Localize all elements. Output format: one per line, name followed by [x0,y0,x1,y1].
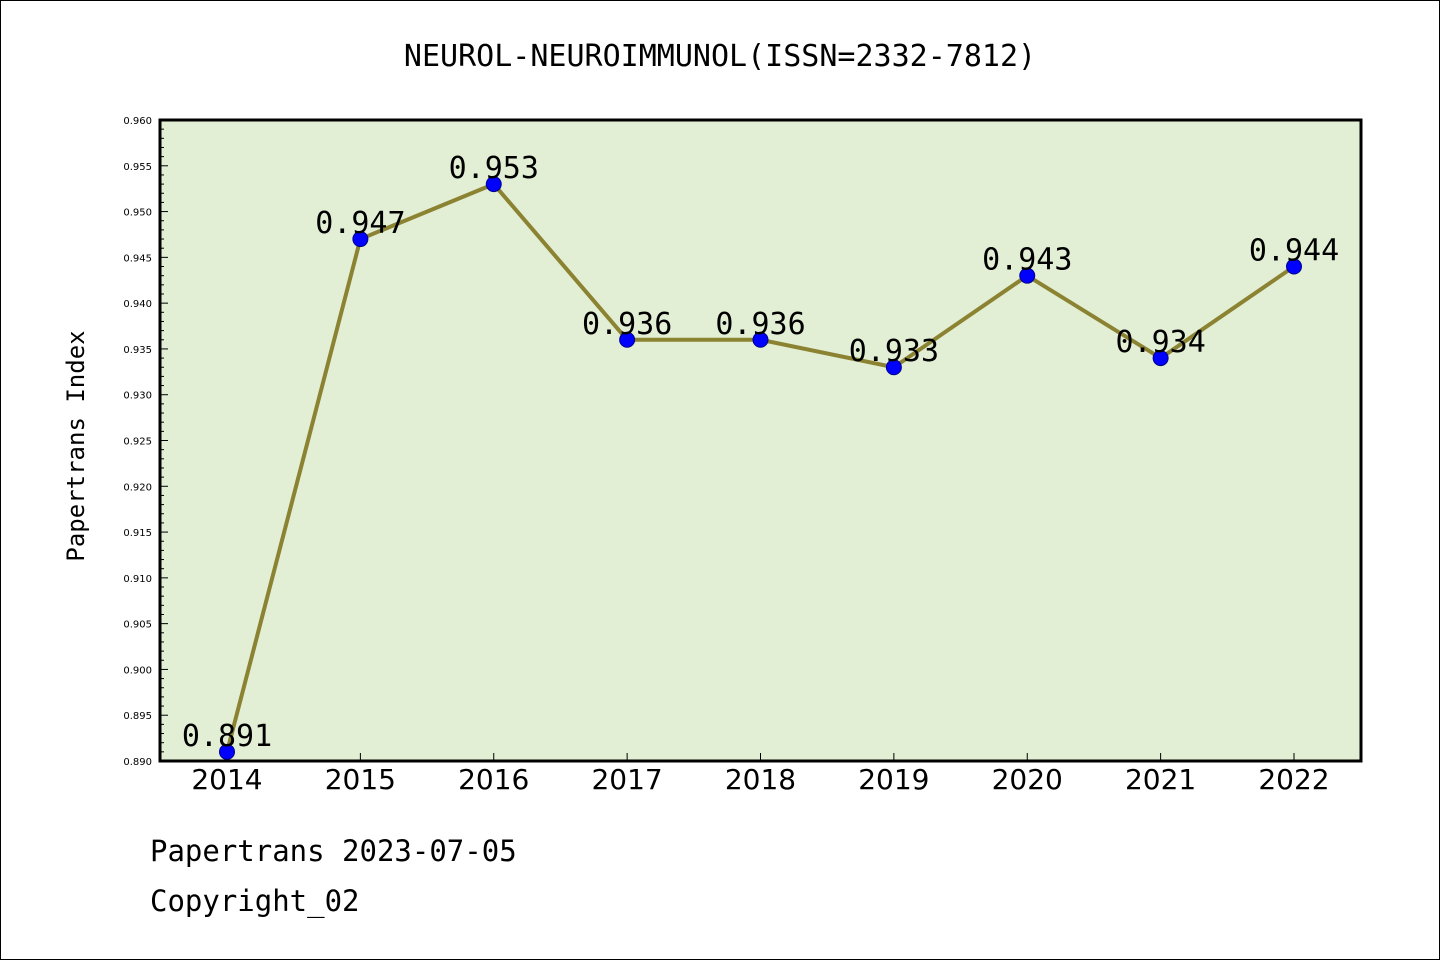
x-tick-label: 2019 [858,763,929,796]
data-point [352,231,369,248]
y-tick-label: 0.945 [123,253,152,264]
y-tick-label: 0.910 [123,574,152,585]
x-tick-label: 2022 [1258,763,1329,796]
footer-copyright: Copyright_02 [150,884,360,918]
y-tick-label: 0.905 [123,620,152,631]
data-label: 0.943 [982,243,1072,278]
y-tick-label: 0.960 [123,116,152,127]
data-label: 0.953 [449,151,539,186]
data-point [1152,350,1169,367]
y-tick-label: 0.940 [123,299,152,310]
data-label: 0.891 [182,719,272,754]
x-tick-label: 2015 [325,763,396,796]
y-tick-label: 0.935 [123,345,152,356]
y-tick-label: 0.895 [123,711,152,722]
data-label: 0.947 [315,206,405,241]
data-point [885,359,902,376]
footer-date: Papertrans 2023-07-05 [150,834,517,868]
x-tick-label: 2017 [591,763,662,796]
y-axis-label: Papertrans Index [62,330,90,561]
data-markers [219,176,1302,760]
data-label: 0.933 [849,334,939,369]
data-point [752,331,769,348]
x-tick-label: 2014 [191,763,262,796]
plot-border [158,118,1363,763]
y-axis: 0.890 0.895 0.900 0.905 0.910 0.915 0.920 0.925… [123,116,168,768]
data-label: 0.934 [1115,325,1205,360]
plot-area [160,120,1361,761]
x-tick-label: 2020 [992,763,1063,796]
data-point [1019,267,1036,284]
x-axis: 2014 2015 2016 2017 2018 2019 2020 2021 2022 [191,753,1330,796]
y-tick-label: 0.890 [123,757,152,768]
data-point [619,331,636,348]
data-point [485,176,502,193]
y-tick-label: 0.920 [123,482,152,493]
data-point [1286,258,1302,275]
x-tick-label: 2021 [1125,763,1196,796]
x-tick-label: 2018 [725,763,796,796]
y-tick-label: 0.900 [123,665,152,676]
chart-title: NEUROL-NEUROIMMUNOL(ISSN=2332-7812) [404,39,1036,74]
y-tick-label: 0.925 [123,437,152,448]
data-label: 0.944 [1249,234,1339,269]
data-labels: 0.891 0.947 0.953 0.936 0.936 0.933 0.943 0.934… [182,151,1339,754]
y-tick-label: 0.950 [123,208,152,219]
y-tick-label: 0.915 [123,528,152,539]
data-label: 0.936 [582,307,672,342]
y-tick-label: 0.930 [123,391,152,402]
data-point [219,743,235,760]
data-label: 0.936 [715,307,805,342]
x-tick-label: 2016 [458,763,529,796]
y-tick-label: 0.955 [123,162,152,173]
